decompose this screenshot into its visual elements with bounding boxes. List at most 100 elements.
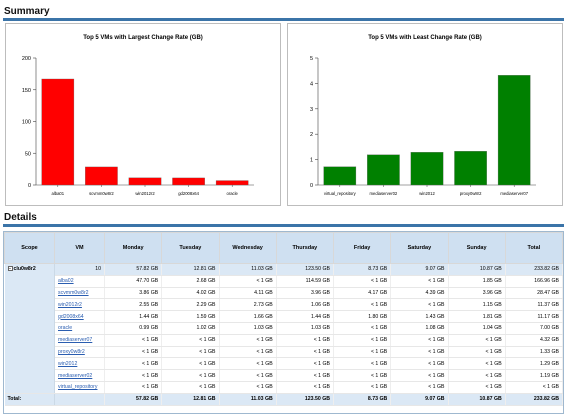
bar-win2012 xyxy=(410,152,444,186)
vm-cell: virtual_repository xyxy=(54,381,105,394)
value-cell: < 1 GB xyxy=(333,381,392,394)
column-header-saturday[interactable]: Saturday xyxy=(390,232,449,264)
table-row: gd2008x64 1.44 GB 1.59 GB 1.66 GB 1.44 GB 1.8… xyxy=(5,310,563,323)
value-cell: < 1 GB xyxy=(390,275,449,288)
value-cell: < 1 GB xyxy=(448,369,506,382)
x-tick-label: gd2008x64 xyxy=(178,191,199,196)
total-value-cell: 233.82 GB xyxy=(505,392,563,406)
column-header-vm[interactable]: VM xyxy=(54,232,105,264)
value-cell: 1.44 GB xyxy=(104,310,163,323)
total-value-cell: 10.87 GB xyxy=(448,392,506,406)
table-row: win2012 < 1 GB < 1 GB < 1 GB < 1 GB < 1 GB < 1… xyxy=(5,357,563,371)
value-cell: < 1 GB xyxy=(104,334,163,347)
group-value-cell: 12.81 GB xyxy=(161,263,220,276)
table-row: proxy0w8r2 < 1 GB < 1 GB < 1 GB < 1 GB < 1 GB… xyxy=(5,346,563,359)
largest-change-chart-panel: Top 5 VMs with Largest Change Rate (GB) … xyxy=(5,23,281,206)
x-tick-label: alba01 xyxy=(52,191,65,196)
column-header-friday[interactable]: Friday xyxy=(332,232,392,264)
total-value-cell: 8.73 GB xyxy=(333,392,392,406)
bar-scvmm0w8r2 xyxy=(85,166,118,186)
total-value-cell: 12.81 GB xyxy=(161,392,220,406)
details-rule xyxy=(3,224,564,227)
column-header-tuesday[interactable]: Tuesday xyxy=(161,232,220,264)
value-cell: 1.66 GB xyxy=(219,310,277,323)
chart-title: Top 5 VMs with Largest Change Rate (GB) xyxy=(83,35,203,41)
group-value-cell: 8.73 GB xyxy=(333,263,392,276)
chart-title: Top 5 VMs with Least Change Rate (GB) xyxy=(368,35,482,41)
table-row: oracle 0.99 GB 1.02 GB 1.03 GB 1.03 GB < 1 GB… xyxy=(5,322,563,335)
vm-cell: oracle xyxy=(54,322,105,335)
column-header-wednesday[interactable]: Wednesday xyxy=(218,232,277,264)
vm-cell: alba02 xyxy=(54,275,105,288)
value-cell: < 1 GB xyxy=(219,334,277,347)
value-cell: 47.70 GB xyxy=(104,275,163,288)
total-value-cell: 11.03 GB xyxy=(219,392,277,406)
value-cell: < 1 GB xyxy=(219,369,277,382)
vm-link[interactable]: mediaserver02 xyxy=(58,372,93,379)
vm-link[interactable]: gd2008x64 xyxy=(58,313,84,320)
total-vm-cell xyxy=(54,392,105,406)
x-tick-label: scvmm0w8r2 xyxy=(89,191,114,196)
value-cell: 1.03 GB xyxy=(276,322,335,335)
value-cell: 1.33 GB xyxy=(505,346,563,359)
summary-rule xyxy=(3,18,564,21)
value-cell: < 1 GB xyxy=(448,381,506,394)
table-row: win2012r2 2.55 GB 2.29 GB 2.73 GB 1.06 GB < 1… xyxy=(5,298,563,312)
vm-cell: win2012r2 xyxy=(54,298,105,312)
column-header-scope[interactable]: Scope xyxy=(4,232,55,264)
scope-cell: − clu0w8r2 xyxy=(4,263,55,394)
column-header-monday[interactable]: Monday xyxy=(103,232,163,264)
value-cell: < 1 GB xyxy=(276,381,335,394)
vm-link[interactable]: virtual_repository xyxy=(58,384,98,391)
y-tick-label: 0 xyxy=(28,183,31,189)
value-cell: 1.80 GB xyxy=(333,310,392,323)
value-cell: 1.19 GB xyxy=(505,369,563,382)
collapse-toggle-icon[interactable]: − xyxy=(7,266,13,272)
vm-cell: gd2008x64 xyxy=(54,310,105,323)
group-row: − clu0w8r2 10 57.82 GB 12.81 GB 11.03 GB 123.5… xyxy=(4,263,563,394)
value-cell: < 1 GB xyxy=(333,334,392,347)
vm-link[interactable]: win2012 xyxy=(58,360,78,367)
table-row: virtual_repository < 1 GB < 1 GB < 1 GB < 1 … xyxy=(5,381,563,394)
vm-link[interactable]: scvmm0w8r2 xyxy=(58,289,89,296)
value-cell: 1.44 GB xyxy=(276,310,335,323)
column-header-thursday[interactable]: Thursday xyxy=(275,232,335,264)
value-cell: 2.55 GB xyxy=(104,298,163,312)
value-cell: < 1 GB xyxy=(161,357,220,371)
vm-cell: win2012 xyxy=(54,357,105,371)
value-cell: 1.02 GB xyxy=(161,322,220,335)
group-value-cell: 57.82 GB xyxy=(104,263,163,276)
vm-link[interactable]: oracle xyxy=(58,325,73,332)
value-cell: < 1 GB xyxy=(219,275,277,288)
bar-mediaserver02 xyxy=(367,154,400,186)
value-cell: 11.17 GB xyxy=(505,310,563,323)
total-row: Total: 57.82 GB 12.81 GB 11.03 GB 123.50 GB 8… xyxy=(4,392,563,406)
column-header-sunday[interactable]: Sunday xyxy=(447,232,506,264)
group-value-cell: 9.07 GB xyxy=(390,263,449,276)
vm-link[interactable]: proxy0w8r2 xyxy=(58,348,85,355)
value-cell: < 1 GB xyxy=(104,357,163,371)
value-cell: < 1 GB xyxy=(161,334,220,347)
vm-link[interactable]: mediaserver07 xyxy=(58,337,93,344)
value-cell: 28.47 GB xyxy=(505,287,563,300)
y-tick-label: 3 xyxy=(310,107,313,113)
vm-link[interactable]: win2012r2 xyxy=(58,301,82,308)
vm-count-cell: 10 xyxy=(54,263,105,276)
x-tick-label: mediaserver07 xyxy=(500,191,528,196)
value-cell: < 1 GB xyxy=(276,369,335,382)
value-cell: < 1 GB xyxy=(390,346,449,359)
value-cell: 0.99 GB xyxy=(104,322,163,335)
vm-cell: mediaserver02 xyxy=(54,369,105,382)
value-cell: < 1 GB xyxy=(333,322,392,335)
total-value-cell: 57.82 GB xyxy=(104,392,163,406)
y-tick-label: 4 xyxy=(310,81,313,87)
value-cell: < 1 GB xyxy=(104,346,163,359)
bar-alba01 xyxy=(41,78,75,186)
vm-link[interactable]: alba02 xyxy=(58,278,74,285)
column-header-total[interactable]: Total xyxy=(504,232,563,264)
details-table-container: Scope VM Monday Tuesday Wednesday Thursday Fri… xyxy=(3,231,564,414)
scope-label: clu0w8r2 xyxy=(13,266,36,272)
value-cell: < 1 GB xyxy=(276,346,335,359)
x-tick-label: win2012 xyxy=(419,191,435,196)
value-cell: < 1 GB xyxy=(390,298,449,312)
